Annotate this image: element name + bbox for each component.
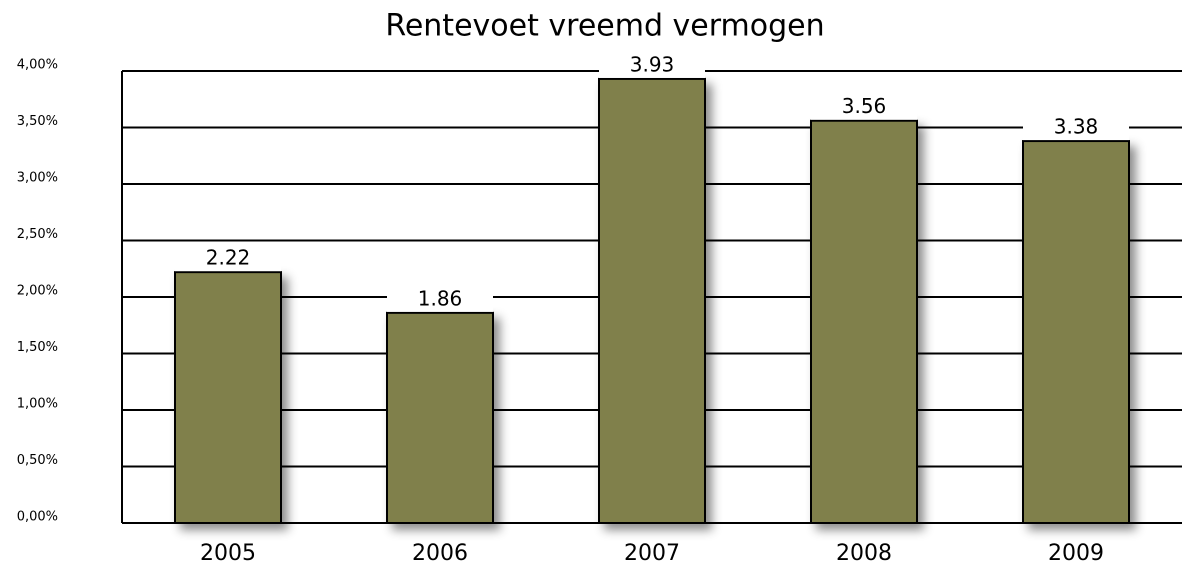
y-tick-label: 1,50% bbox=[17, 340, 58, 355]
bar bbox=[174, 271, 282, 525]
bar bbox=[1022, 140, 1130, 524]
x-tick-label: 2009 bbox=[1048, 541, 1104, 566]
y-tick-label: 4,00% bbox=[17, 58, 58, 73]
bar bbox=[386, 311, 494, 524]
x-tick-label: 2007 bbox=[624, 541, 680, 566]
x-tick-label: 2005 bbox=[200, 541, 256, 566]
y-tick-label: 2,00% bbox=[17, 284, 58, 299]
y-tick-label: 1,00% bbox=[17, 397, 58, 412]
y-tick-label: 2,50% bbox=[17, 227, 58, 242]
y-tick-label: 3,00% bbox=[17, 171, 58, 186]
y-tick-label: 3,50% bbox=[17, 114, 58, 129]
y-tick-label: 0,00% bbox=[17, 510, 58, 525]
chart-title: Rentevoet vreemd vermogen bbox=[385, 9, 824, 44]
bar bbox=[810, 119, 918, 524]
y-tick-label: 0,50% bbox=[17, 453, 58, 468]
value-label-box bbox=[175, 244, 281, 272]
value-label-box bbox=[387, 284, 493, 312]
value-label: 3.93 bbox=[630, 52, 675, 76]
x-tick-label: 2008 bbox=[836, 541, 892, 566]
value-label-box bbox=[811, 92, 917, 120]
x-tick-label: 2006 bbox=[412, 541, 468, 566]
value-label-box bbox=[599, 50, 705, 78]
value-label-box bbox=[1023, 113, 1129, 141]
value-label: 2.22 bbox=[206, 246, 251, 270]
value-label: 3.38 bbox=[1054, 115, 1099, 139]
bar bbox=[598, 77, 706, 524]
value-label: 3.56 bbox=[842, 94, 887, 118]
value-label: 1.86 bbox=[418, 286, 463, 310]
